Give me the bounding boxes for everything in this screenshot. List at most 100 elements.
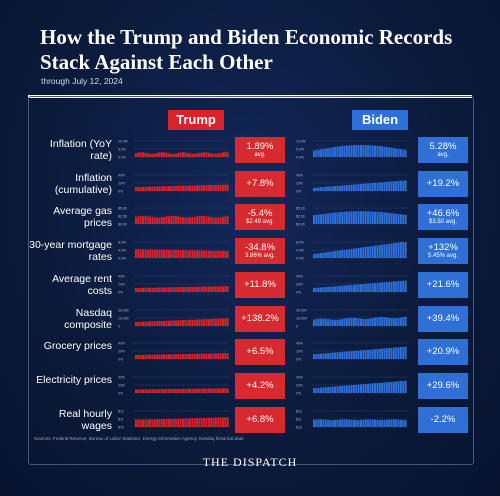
trump-bar: [137, 152, 140, 157]
biden-bar: [378, 212, 381, 225]
brand-logo: THE DISPATCH: [202, 455, 298, 469]
biden-tick-label: $12: [296, 409, 302, 413]
biden-bar: [329, 419, 332, 427]
trump-bar: [217, 318, 220, 326]
biden-bar: [390, 147, 393, 157]
trump-bar: [193, 388, 196, 393]
biden-bar: [327, 186, 330, 191]
trump-value: -5.4%: [247, 207, 273, 219]
biden-bar: [336, 319, 339, 326]
trump-bar: [205, 184, 208, 191]
trump-bar: [158, 287, 161, 292]
biden-bar: [313, 354, 315, 360]
biden-bar: [378, 349, 381, 360]
trump-tick-label: 10.0%: [118, 140, 128, 144]
trump-value: +7.8%: [246, 177, 274, 189]
biden-tick-label: 0.0%: [296, 257, 304, 261]
trump-bar: [212, 184, 215, 191]
biden-bar: [317, 419, 320, 427]
trump-bar: [198, 184, 201, 191]
trump-bar: [186, 250, 189, 259]
trump-bar: [156, 287, 159, 292]
trump-bar: [156, 186, 159, 191]
biden-bar: [341, 385, 344, 393]
trump-bar: [224, 251, 227, 259]
biden-bar: [343, 318, 346, 326]
biden-value-note: 5.45% avg.: [427, 252, 459, 259]
trump-tick-label: 40%: [118, 342, 125, 346]
trump-bar: [165, 354, 168, 360]
trump-bar: [212, 286, 215, 292]
trump-bar: [189, 185, 191, 191]
trump-bar: [212, 388, 215, 393]
biden-bar: [362, 350, 365, 360]
biden-bar: [399, 214, 402, 225]
trump-bar: [207, 286, 210, 292]
trump-bar: [184, 319, 187, 326]
trump-bar: [142, 355, 144, 360]
trump-bar: [193, 286, 196, 292]
biden-bar: [381, 244, 384, 259]
trump-bar: [214, 388, 217, 393]
biden-value: +29.6%: [426, 379, 460, 391]
biden-bar: [381, 382, 384, 393]
trump-value-badge: +4.2%: [235, 372, 285, 399]
trump-bar: [221, 217, 224, 225]
biden-bar: [404, 280, 407, 292]
trump-bar: [156, 418, 159, 427]
biden-bar: [315, 187, 318, 191]
trump-bar: [149, 249, 152, 259]
biden-bar: [385, 382, 388, 393]
row-label: Nasdaq composite: [64, 306, 112, 331]
biden-bar: [355, 184, 358, 191]
trump-bar: [160, 249, 163, 259]
biden-bar: [369, 383, 372, 393]
biden-bar: [331, 419, 334, 427]
trump-bar: [177, 388, 180, 393]
biden-bar: [362, 318, 365, 326]
biden-bar: [395, 180, 398, 191]
trump-bar: [144, 216, 147, 225]
trump-bar: [207, 250, 210, 259]
biden-bar: [364, 419, 367, 427]
trump-bar: [217, 250, 220, 259]
biden-bar: [392, 347, 395, 360]
biden-bar: [350, 351, 353, 360]
biden-tick-label: 4.0%: [296, 249, 304, 253]
trump-bar: [163, 388, 166, 393]
biden-bar: [388, 348, 391, 360]
trump-sparkline: 40% 20% 0%: [118, 342, 230, 362]
trump-bar: [146, 186, 149, 191]
trump-bar: [160, 185, 163, 191]
trump-tick-label: $10: [118, 425, 124, 429]
biden-bar: [378, 382, 381, 393]
biden-value: +46.6%: [426, 207, 460, 219]
biden-bar: [320, 186, 322, 191]
trump-value-note: 3.86% avg.: [244, 252, 276, 259]
trump-bar: [182, 185, 184, 191]
biden-bar: [320, 353, 322, 360]
biden-bar: [360, 419, 362, 427]
biden-bar: [322, 353, 325, 360]
biden-bar: [315, 287, 318, 292]
biden-bar: [357, 248, 360, 259]
trump-bar: [212, 217, 215, 225]
trump-bar: [193, 153, 196, 157]
biden-bar: [341, 318, 344, 326]
biden-bar: [327, 252, 330, 259]
biden-bar: [404, 179, 407, 191]
trump-bar: [172, 216, 175, 225]
biden-tick-label: $2.50: [296, 215, 305, 219]
biden-bar: [383, 212, 386, 225]
biden-bar: [360, 283, 362, 292]
biden-bar: [367, 246, 369, 259]
biden-bar: [371, 419, 374, 427]
biden-tick-label: 20,000: [296, 308, 307, 312]
trump-bar: [165, 287, 168, 292]
biden-tick-label: 40%: [296, 173, 303, 177]
biden-bar: [392, 148, 395, 157]
biden-bar: [390, 381, 393, 393]
biden-bar: [341, 250, 344, 259]
trump-bar: [139, 287, 142, 292]
trump-bar: [196, 286, 199, 292]
